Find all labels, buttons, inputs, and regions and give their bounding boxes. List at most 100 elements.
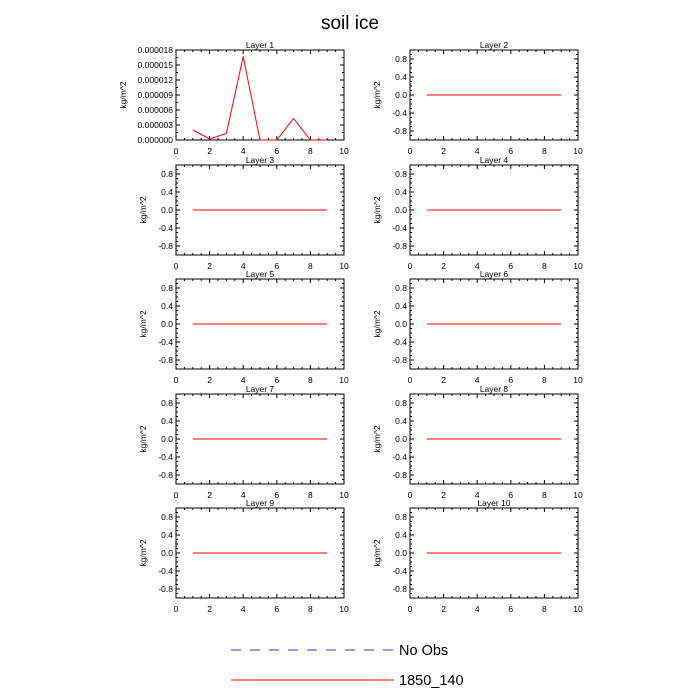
- x-tick-label: 8: [308, 604, 313, 614]
- y-axis-label: kg/m^2: [118, 81, 128, 108]
- panel-layer-7: Layer 7 0 2 4 6 8 10 0.8 0.4 0.0 -0.4 -0.8 kg/m^2: [138, 384, 349, 500]
- x-tick-label: 0: [174, 490, 179, 500]
- panel-layer-8: Layer 8 0 2 4 6 8 10 0.8 0.4 0.0 -0.4 -0.8 kg/m^2: [372, 384, 583, 500]
- y-tick-label: -0.8: [158, 584, 173, 594]
- x-tick-label: 10: [573, 604, 583, 614]
- y-tick-label: 0.8: [161, 283, 173, 293]
- panel-layer-2: Layer 2 0 2 4 6 8 10 0.8 0.4 0.0 -0.4 -0.8 kg/m^2: [372, 40, 583, 156]
- y-tick-label: -0.4: [158, 566, 173, 576]
- y-tick-label: 0.000000: [138, 135, 174, 145]
- y-axis-label: kg/m^2: [138, 196, 148, 223]
- x-tick-label: 6: [274, 375, 279, 385]
- y-axis-label: kg/m^2: [372, 81, 382, 108]
- x-tick-label: 4: [475, 146, 480, 156]
- y-tick-label: -0.4: [158, 452, 173, 462]
- panel-layer-5: Layer 5 0 2 4 6 8 10 0.8 0.4 0.0 -0.4 -0.8 kg/m^2: [138, 269, 349, 385]
- y-axis-label: kg/m^2: [372, 196, 382, 223]
- y-tick-label: 0.4: [395, 301, 407, 311]
- legend: No Obs 1850_140: [231, 643, 464, 689]
- y-tick-label: 0.8: [161, 512, 173, 522]
- y-tick-label: -0.8: [392, 355, 407, 365]
- x-tick-label: 10: [339, 375, 349, 385]
- y-tick-label: -0.4: [392, 566, 407, 576]
- x-tick-label: 8: [542, 375, 547, 385]
- x-tick-label: 4: [241, 261, 246, 271]
- y-tick-label: 0.8: [161, 398, 173, 408]
- x-tick-label: 8: [542, 490, 547, 500]
- x-tick-label: 8: [542, 146, 547, 156]
- y-tick-label: -0.8: [392, 126, 407, 136]
- y-tick-label: -0.8: [392, 470, 407, 480]
- panel-title: Layer 10: [477, 498, 510, 508]
- x-tick-label: 2: [207, 604, 212, 614]
- y-tick-label: 0.0: [395, 205, 407, 215]
- y-tick-label: 0.000006: [138, 105, 174, 115]
- y-axis-label: kg/m^2: [372, 539, 382, 566]
- x-tick-label: 10: [339, 261, 349, 271]
- x-tick-label: 6: [508, 146, 513, 156]
- x-tick-label: 0: [408, 604, 413, 614]
- y-tick-label: -0.8: [158, 470, 173, 480]
- y-tick-label: -0.4: [392, 108, 407, 118]
- x-tick-label: 6: [274, 146, 279, 156]
- x-tick-label: 10: [339, 146, 349, 156]
- y-tick-label: 0.8: [395, 169, 407, 179]
- y-tick-label: 0.0: [161, 548, 173, 558]
- panel-layer-4: Layer 4 0 2 4 6 8 10 0.8 0.4 0.0 -0.4 -0.8 kg/m^2: [372, 155, 583, 271]
- y-tick-label: 0.4: [161, 416, 173, 426]
- panel-layer-9: Layer 9 0 2 4 6 8 10 0.8 0.4 0.0 -0.4 -0.8 kg/m^2: [138, 498, 349, 614]
- y-tick-label: -0.4: [392, 452, 407, 462]
- x-tick-label: 4: [475, 604, 480, 614]
- x-tick-label: 4: [241, 490, 246, 500]
- x-tick-label: 2: [441, 604, 446, 614]
- y-tick-label: 0.0: [395, 90, 407, 100]
- y-axis-label: kg/m^2: [138, 310, 148, 337]
- y-tick-label: 0.000015: [138, 60, 174, 70]
- x-tick-label: 2: [207, 375, 212, 385]
- x-tick-label: 6: [508, 604, 513, 614]
- x-tick-label: 6: [508, 490, 513, 500]
- y-tick-label: 0.000018: [138, 45, 174, 55]
- y-tick-label: 0.8: [395, 54, 407, 64]
- y-axis-label: kg/m^2: [138, 539, 148, 566]
- x-tick-label: 0: [174, 261, 179, 271]
- y-tick-label: 0.8: [395, 283, 407, 293]
- x-tick-label: 0: [408, 490, 413, 500]
- y-tick-label: 0.4: [161, 530, 173, 540]
- x-tick-label: 10: [573, 375, 583, 385]
- x-tick-label: 8: [308, 490, 313, 500]
- figure-title: soil ice: [321, 13, 379, 34]
- y-tick-label: 0.8: [161, 169, 173, 179]
- x-tick-label: 8: [542, 604, 547, 614]
- y-tick-label: -0.4: [392, 223, 407, 233]
- panel-title: Layer 1: [246, 40, 275, 50]
- y-tick-label: 0.000003: [138, 120, 174, 130]
- y-tick-label: 0.000009: [138, 90, 174, 100]
- panel-title: Layer 6: [480, 269, 509, 279]
- panel-title: Layer 5: [246, 269, 275, 279]
- x-tick-label: 10: [573, 261, 583, 271]
- y-tick-label: 0.4: [395, 187, 407, 197]
- panel-layer-1: Layer 1 0 2 4 6 8 10 0.000000 0.000003 0.000006 0.…: [118, 40, 349, 156]
- x-tick-label: 4: [241, 146, 246, 156]
- y-axis-label: kg/m^2: [372, 310, 382, 337]
- x-tick-label: 0: [408, 146, 413, 156]
- series-line-1850-140: [192, 56, 328, 141]
- y-tick-label: -0.8: [392, 241, 407, 251]
- y-tick-label: 0.0: [395, 319, 407, 329]
- x-tick-label: 2: [441, 490, 446, 500]
- y-tick-label: 0.8: [395, 512, 407, 522]
- x-tick-label: 0: [174, 375, 179, 385]
- legend-label-no-obs: No Obs: [399, 643, 448, 659]
- panel-layer-6: Layer 6 0 2 4 6 8 10 0.8 0.4 0.0 -0.4 -0.8 kg/m^2: [372, 269, 583, 385]
- x-tick-label: 6: [508, 375, 513, 385]
- x-tick-label: 8: [308, 375, 313, 385]
- x-tick-label: 6: [274, 604, 279, 614]
- x-tick-label: 0: [174, 604, 179, 614]
- y-tick-label: 0.0: [395, 548, 407, 558]
- y-tick-label: -0.8: [158, 241, 173, 251]
- y-tick-label: 0.0: [161, 205, 173, 215]
- x-tick-label: 4: [475, 490, 480, 500]
- y-tick-label: -0.4: [158, 223, 173, 233]
